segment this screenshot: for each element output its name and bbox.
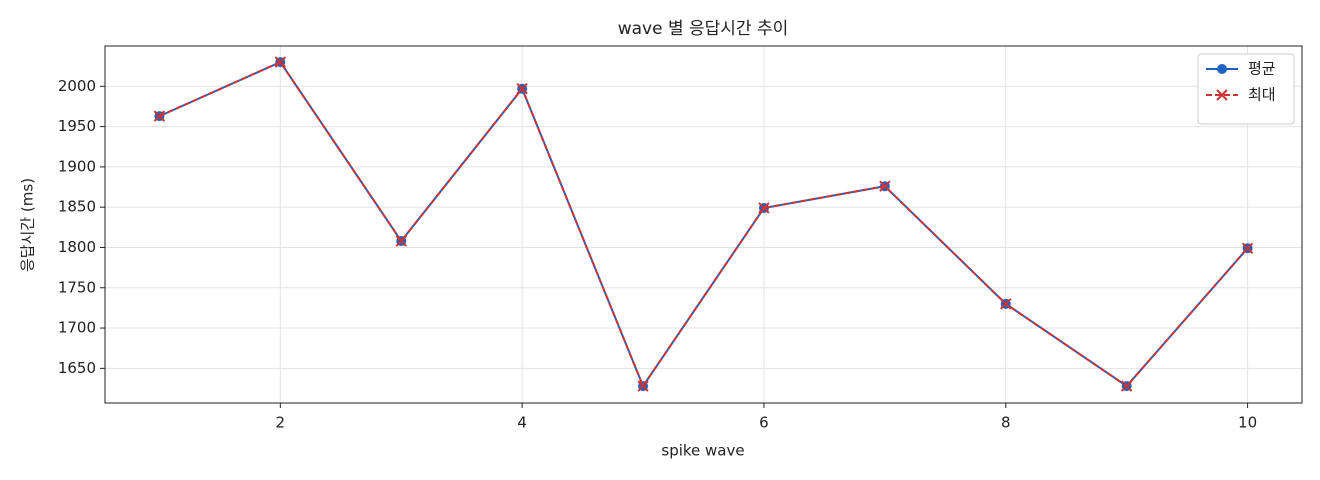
plot-frame — [104, 45, 1303, 404]
marker — [879, 180, 891, 192]
legend-marker — [1216, 89, 1228, 101]
marker — [1000, 298, 1012, 310]
x-tick-label: 10 — [1238, 414, 1257, 432]
y-tick-label: 1950 — [58, 117, 96, 135]
y-tick-label: 1700 — [58, 319, 96, 337]
marker — [153, 110, 166, 122]
marker — [1241, 242, 1254, 254]
x-tick-label: 8 — [1001, 414, 1011, 432]
legend-label: 평균 — [1248, 60, 1276, 78]
legend-box — [1197, 53, 1295, 125]
y-tick-label: 1800 — [58, 238, 96, 256]
series-line — [159, 60, 1249, 389]
marker — [637, 380, 649, 392]
x-axis-label: spike wave — [661, 442, 744, 460]
y-tick-label: 1850 — [58, 198, 96, 216]
chart-title: wave 별 응답시간 추이 — [618, 19, 789, 39]
legend-marker — [1217, 64, 1227, 74]
marker — [516, 83, 528, 95]
y-tick-label: 2000 — [58, 77, 96, 95]
y-tick-label: 1750 — [58, 278, 96, 296]
y-axis-label: 응답시간 (ms) — [19, 178, 37, 272]
marker — [758, 202, 770, 214]
legend-label: 최대 — [1248, 86, 1276, 104]
marker — [1120, 380, 1133, 392]
y-tick-label: 1900 — [58, 157, 96, 175]
marker — [395, 235, 407, 247]
x-tick-label: 2 — [276, 414, 286, 432]
marker — [274, 56, 287, 68]
x-tick-label: 6 — [759, 414, 769, 432]
y-tick-label: 1650 — [58, 359, 96, 377]
x-tick-label: 4 — [517, 414, 527, 432]
